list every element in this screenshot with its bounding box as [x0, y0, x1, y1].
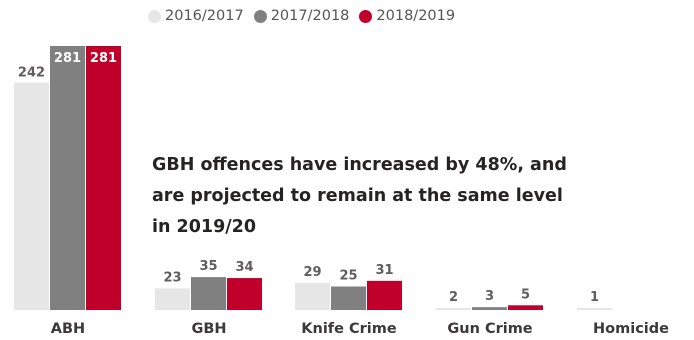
- bar-knife-crime-2017-2018[interactable]: [331, 286, 366, 310]
- data-label-gun-crime-2018-2019: 5: [521, 287, 530, 302]
- bar-gbh-2018-2019[interactable]: [227, 278, 262, 310]
- x-tick-label-gun-crime: Gun Crime: [447, 321, 532, 337]
- data-label-gbh-2018-2019: 34: [235, 260, 253, 275]
- x-tick-label-gbh: GBH: [191, 321, 226, 337]
- legend-dot-2017-2018: [253, 9, 267, 23]
- annotation-text: GBH offences have increased by 48%, and …: [152, 155, 567, 237]
- bar-gun-crime-2018-2019[interactable]: [508, 305, 543, 310]
- legend-dot-2018-2019: [359, 9, 373, 23]
- bar-homicide-2016-2017[interactable]: [577, 308, 612, 310]
- bar-gbh-2016-2017[interactable]: [155, 288, 190, 310]
- bar-knife-crime-2016-2017[interactable]: [295, 282, 330, 310]
- bar-gun-crime-2016-2017[interactable]: [436, 308, 471, 310]
- bar-gun-crime-2017-2018[interactable]: [472, 307, 507, 310]
- data-label-abh-2016-2017: 242: [18, 66, 45, 81]
- bar-abh-2016-2017[interactable]: [14, 82, 49, 311]
- legend-label-2017-2018: 2017/2018: [270, 8, 350, 24]
- x-tick-label-homicide: Homicide: [593, 321, 669, 337]
- data-label-gbh-2016-2017: 23: [163, 270, 181, 285]
- legend-item-2016-2017[interactable]: 2016/2017: [148, 8, 244, 24]
- legend: 2016/2017 2017/2018 2018/2019: [148, 4, 455, 28]
- x-tick-label-abh: ABH: [51, 321, 85, 337]
- legend-item-2018-2019[interactable]: 2018/2019: [359, 8, 455, 24]
- x-tick-label-knife-crime: Knife Crime: [301, 321, 397, 337]
- data-label-gun-crime-2016-2017: 2: [449, 290, 458, 305]
- data-label-gun-crime-2017-2018: 3: [485, 289, 494, 304]
- data-label-knife-crime-2018-2019: 31: [375, 263, 393, 278]
- data-label-abh-2017-2018: 281: [54, 51, 81, 66]
- legend-item-2017-2018[interactable]: 2017/2018: [253, 8, 350, 24]
- data-label-homicide-2016-2017: 1: [590, 290, 599, 305]
- data-label-abh-2018-2019: 281: [90, 51, 117, 66]
- bar-abh-2017-2018[interactable]: [50, 46, 85, 310]
- legend-label-2016-2017: 2016/2017: [165, 8, 244, 24]
- legend-dot-2016-2017: [148, 9, 161, 23]
- bar-abh-2018-2019[interactable]: [86, 46, 121, 310]
- bar-gbh-2017-2018[interactable]: [191, 277, 226, 310]
- data-label-knife-crime-2016-2017: 29: [303, 265, 321, 280]
- bar-knife-crime-2018-2019[interactable]: [367, 280, 402, 310]
- data-label-gbh-2017-2018: 35: [199, 259, 217, 274]
- legend-label-2018-2019: 2018/2019: [376, 8, 456, 24]
- data-label-knife-crime-2017-2018: 25: [339, 269, 357, 284]
